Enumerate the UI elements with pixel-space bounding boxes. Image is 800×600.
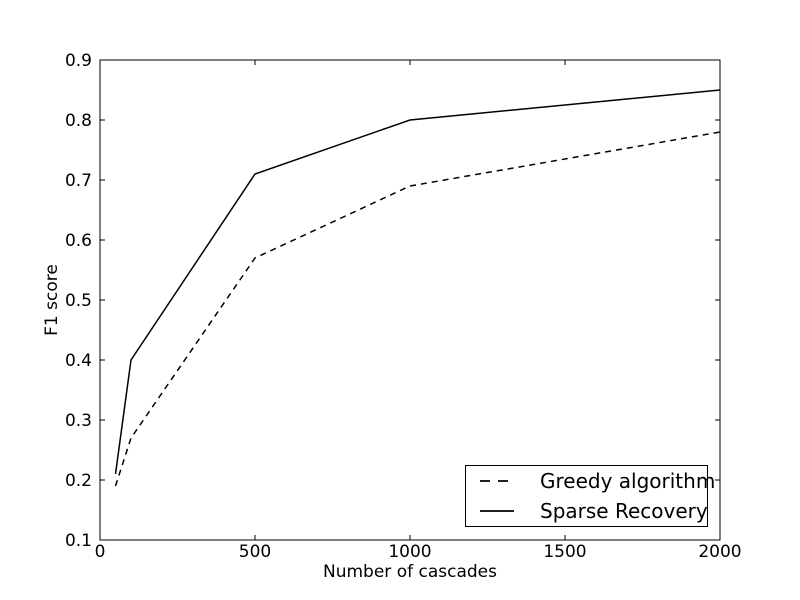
y-tick-label: 0.2	[65, 471, 92, 491]
series-line-sparse-recovery	[114, 89, 721, 475]
legend-entry: Greedy algorithm	[466, 466, 715, 496]
legend-dashed-sample-icon	[480, 480, 516, 482]
legend-entry: Sparse Recovery	[466, 496, 708, 526]
y-tick-label: 0.9	[65, 51, 92, 71]
y-tick-label: 0.8	[65, 111, 92, 131]
series-line-greedy-algorithm	[114, 131, 721, 487]
legend-entry-label: Sparse Recovery	[540, 499, 708, 523]
x-axis-label: Number of cascades	[323, 562, 497, 582]
x-tick-label: 1000	[388, 542, 431, 562]
y-tick-label: 0.6	[65, 231, 92, 251]
x-tick-label: 500	[239, 542, 271, 562]
x-tick-label: 1500	[543, 542, 586, 562]
legend-entry-label: Greedy algorithm	[540, 469, 716, 493]
legend: Greedy algorithm Sparse Recovery	[465, 465, 715, 527]
y-tick-label: 0.3	[65, 411, 92, 431]
y-tick-label: 0.4	[65, 351, 92, 371]
y-tick-label: 0.7	[65, 171, 92, 191]
x-tick-label: 2000	[698, 542, 741, 562]
y-axis-label: F1 score	[42, 264, 62, 336]
x-tick-label: 0	[95, 542, 106, 562]
y-tick-label: 0.5	[65, 291, 92, 311]
y-tick-label: 0.1	[65, 531, 92, 551]
legend-solid-sample-icon	[480, 510, 514, 512]
